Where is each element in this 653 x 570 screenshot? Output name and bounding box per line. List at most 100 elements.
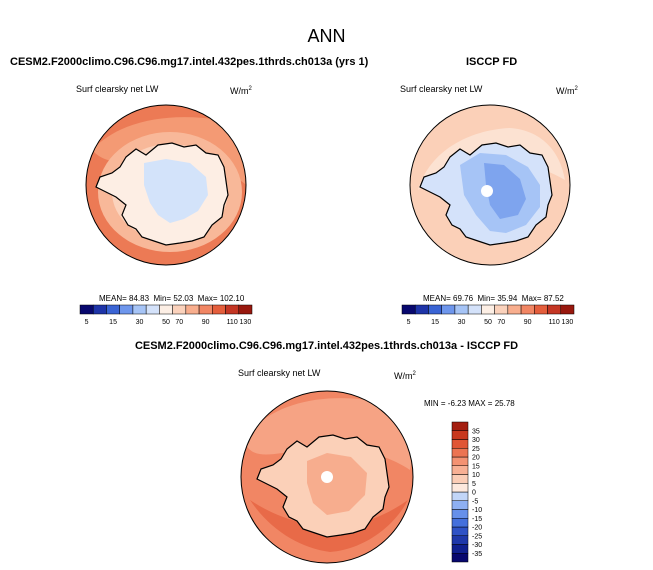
diff-colorbar-box xyxy=(451,544,469,554)
diff-variable-label: Surf clearsky net LW xyxy=(238,368,321,378)
left-panel-title: CESM2.F2000climo.C96.C96.mg17.intel.432p… xyxy=(10,56,369,68)
colorbars: 5 15 30 50 70 90 110 130 5 15 30 50 70 90 110 130-35-30… xyxy=(79,304,575,563)
right-colorbar-box xyxy=(507,304,522,315)
left-colorbar-box xyxy=(92,304,107,315)
right-colorbar-box xyxy=(520,304,535,315)
right-colorbar-box xyxy=(428,304,442,315)
diff-colorbar-box xyxy=(451,491,469,501)
diff-colorbar-tick-label: -15 xyxy=(472,516,482,523)
diff-colorbar-tick-label: 15 xyxy=(472,463,480,470)
diff-colorbar-tick-label: 0 xyxy=(472,490,476,497)
diff-colorbar-box xyxy=(451,448,469,458)
diff-colorbar-box xyxy=(451,456,469,466)
diff-colorbar-box xyxy=(451,421,469,431)
diff-colorbar-tick-label: -20 xyxy=(472,525,482,532)
diff-colorbar-tick-label: 35 xyxy=(472,428,480,435)
right-colorbar-box xyxy=(494,304,509,315)
left-units-label: W/m2 xyxy=(230,86,252,96)
diff-colorbar-box xyxy=(451,439,469,449)
diff-colorbar-box xyxy=(451,553,469,563)
diff-field-contour xyxy=(250,500,408,552)
right-colorbar-box xyxy=(547,304,562,315)
diff-colorbar-tick-label: -5 xyxy=(472,498,478,505)
diff-colorbar-box xyxy=(451,483,469,493)
diff-colorbar-box xyxy=(451,430,469,440)
diff-colorbar-tick-label: -10 xyxy=(472,507,482,514)
left-colorbar-box xyxy=(119,304,134,315)
right-colorbar-tick-label: 50 xyxy=(484,319,492,326)
diff-colorbar-box xyxy=(451,526,469,536)
left-colorbar-box xyxy=(159,304,173,315)
left-colorbar-tick-label: 110 xyxy=(227,319,238,326)
diff-stats: MIN = -6.23 MAX = 25.78 xyxy=(424,399,515,408)
left-colorbar-tick-label: 15 xyxy=(109,319,117,326)
left-colorbar-box xyxy=(132,304,147,315)
left-variable-label: Surf clearsky net LW xyxy=(76,84,159,94)
left-colorbar-tick-label: 70 xyxy=(175,319,183,326)
right-field-contour xyxy=(484,163,526,219)
left-colorbar-box xyxy=(106,304,120,315)
diff-pole-hole xyxy=(321,471,333,483)
right-colorbar-box xyxy=(467,304,482,315)
left-map-border xyxy=(85,104,247,266)
diff-colorbar-tick-label: 5 xyxy=(472,481,476,488)
left-stats: MEAN= 84.83 Min= 52.03 Max= 102.10 xyxy=(99,294,245,303)
diff-colorbar-box xyxy=(451,535,469,545)
left-colorbar-box xyxy=(198,304,213,315)
diff-colorbar-tick-label: -25 xyxy=(472,533,482,540)
diff-colorbar-box xyxy=(451,465,469,475)
diff-colorbar-tick-label: 10 xyxy=(472,472,480,479)
diff-colorbar-box xyxy=(451,518,469,528)
diff-colorbar-tick-label: -30 xyxy=(472,542,482,549)
left-colorbar-box xyxy=(172,304,187,315)
left-colorbar-box xyxy=(145,304,160,315)
diff-panel-title: CESM2.F2000climo.C96.C96.mg17.intel.432p… xyxy=(134,340,519,352)
left-colorbar-box xyxy=(238,304,253,315)
diff-units-label: W/m2 xyxy=(394,371,416,381)
right-stats: MEAN= 69.76 Min= 35.94 Max= 87.52 xyxy=(423,294,564,303)
left-colorbar-box xyxy=(79,304,94,315)
diff-colorbar-box xyxy=(451,500,469,510)
left-field-contour xyxy=(144,159,208,223)
diff-colorbar-box xyxy=(451,509,469,519)
right-colorbar-tick-label: 30 xyxy=(458,319,466,326)
diff-colorbar-tick-label: 30 xyxy=(472,437,480,444)
diff-colorbar-tick-label: 25 xyxy=(472,446,480,453)
figure-title: ANN xyxy=(307,26,346,46)
right-colorbar-tick-label: 90 xyxy=(524,319,532,326)
right-map xyxy=(409,104,571,266)
right-panel-title: ISCCP FD xyxy=(466,56,518,68)
diff-colorbar-tick-label: -35 xyxy=(472,551,482,558)
right-colorbar-tick-label: 110 xyxy=(549,319,560,326)
right-colorbar-tick-label: 5 xyxy=(407,319,411,326)
diff-map xyxy=(240,390,414,564)
left-colorbar-box xyxy=(225,304,240,315)
left-colorbar-tick-label: 90 xyxy=(202,319,210,326)
left-colorbar-box xyxy=(212,304,226,315)
diff-colorbar-box xyxy=(451,474,469,484)
right-colorbar-box xyxy=(401,304,416,315)
right-colorbar-tick-label: 70 xyxy=(497,319,505,326)
diff-map-border xyxy=(240,390,414,564)
right-map-border xyxy=(409,104,571,266)
right-colorbar-box xyxy=(414,304,429,315)
right-colorbar-tick-label: 15 xyxy=(431,319,439,326)
right-colorbar-box xyxy=(441,304,456,315)
left-colorbar-box xyxy=(185,304,200,315)
left-colorbar-tick-label: 50 xyxy=(162,319,170,326)
diff-field-contour xyxy=(307,453,367,515)
right-colorbar-box xyxy=(454,304,469,315)
right-colorbar-tick-label: 130 xyxy=(562,319,574,326)
right-pole-hole xyxy=(481,185,493,197)
right-units-label: W/m2 xyxy=(556,86,578,96)
left-colorbar-tick-label: 5 xyxy=(85,319,89,326)
right-colorbar-box xyxy=(560,304,575,315)
left-colorbar-tick-label: 30 xyxy=(136,319,144,326)
diff-colorbar-tick-label: 20 xyxy=(472,455,480,462)
left-colorbar-tick-label: 130 xyxy=(240,319,252,326)
right-variable-label: Surf clearsky net LW xyxy=(400,84,483,94)
right-colorbar-box xyxy=(481,304,495,315)
right-colorbar-box xyxy=(534,304,548,315)
left-map xyxy=(85,104,247,266)
